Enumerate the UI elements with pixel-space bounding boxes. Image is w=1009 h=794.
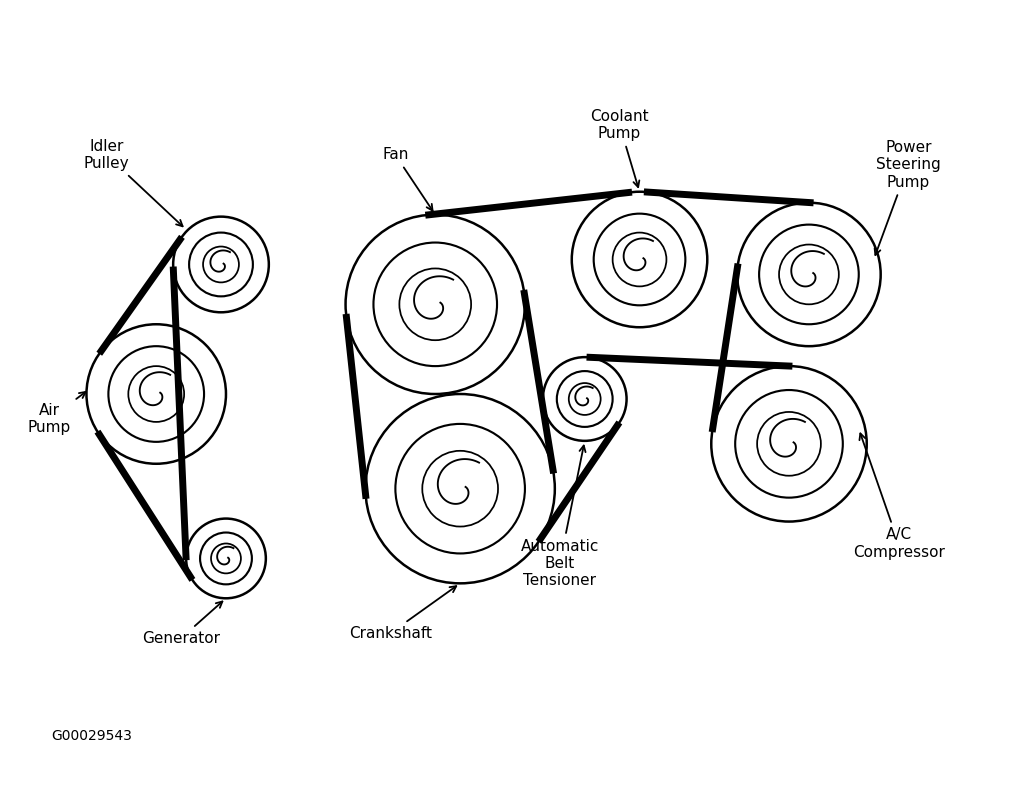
Text: Fan: Fan [382, 148, 433, 210]
Text: G00029543: G00029543 [51, 729, 132, 742]
Text: A/C
Compressor: A/C Compressor [853, 434, 944, 560]
Text: Automatic
Belt
Tensioner: Automatic Belt Tensioner [521, 445, 599, 588]
Text: Crankshaft: Crankshaft [349, 586, 456, 641]
Text: Air
Pump: Air Pump [28, 392, 86, 435]
Text: Idler
Pulley: Idler Pulley [84, 139, 183, 226]
Text: Power
Steering
Pump: Power Steering Pump [875, 140, 941, 255]
Text: Coolant
Pump: Coolant Pump [590, 109, 649, 187]
Text: Generator: Generator [142, 602, 222, 646]
